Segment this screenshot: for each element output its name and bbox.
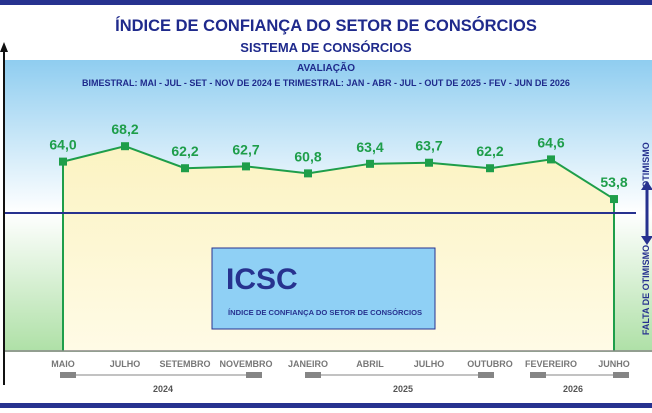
x-tick-label: NOVEMBRO [219, 359, 272, 369]
year-label: 2025 [393, 384, 413, 394]
data-point [181, 164, 189, 173]
series-line [62, 145, 615, 200]
data-point [486, 164, 494, 173]
optimism-label: OTIMISMO [641, 142, 651, 188]
data-label: 62,2 [171, 143, 198, 159]
period-note: BIMESTRAL: MAI - JUL - SET - NOV DE 2024… [82, 78, 570, 88]
year-band-cap-right [478, 372, 494, 378]
year-band-cap-right [246, 372, 262, 378]
year-band-cap-left [305, 372, 321, 378]
legend-box [211, 247, 436, 330]
x-tick-label: FEVEREIRO [525, 359, 577, 369]
x-tick-label: SETEMBRO [159, 359, 210, 369]
year-band-cap-left [60, 372, 76, 378]
data-label: 68,2 [111, 121, 138, 137]
chart-subtitle: SISTEMA DE CONSÓRCIOS [240, 40, 412, 55]
bottom-border [0, 403, 652, 408]
drop-lines [62, 161, 615, 351]
x-tick-label: MAIO [51, 359, 75, 369]
year-label: 2026 [563, 384, 583, 394]
x-tick-label: JUNHO [598, 359, 630, 369]
value-labels-group: 64,0 68,2 62,2 62,7 60,8 63,4 63,7 62,2 64,6 53,8 [49, 121, 627, 190]
arrow-down-icon [641, 236, 652, 245]
x-tick-label: OUTUBRO [467, 359, 513, 369]
evaluation-label: AVALIAÇÃO [297, 61, 355, 74]
x-tick-label: JANEIRO [288, 359, 328, 369]
data-label: 60,8 [294, 148, 321, 164]
data-label: 63,7 [415, 138, 442, 154]
data-label: 64,6 [537, 134, 564, 150]
lack-of-optimism-label: FALTA DE OTIMISMO [641, 245, 651, 335]
points-group [59, 142, 618, 204]
arrow-up-icon [641, 181, 652, 190]
x-tick-labels: MAIO JULHO SETEMBRO NOVEMBRO JANEIRO ABRIL JUL… [51, 359, 630, 369]
data-label: 53,8 [600, 174, 627, 190]
top-border [0, 0, 652, 5]
data-label: 62,2 [476, 143, 503, 159]
legend-abbr: ICSC [226, 263, 298, 296]
year-bands: 2024 2025 2026 [60, 372, 629, 394]
data-label: 63,4 [356, 139, 383, 155]
x-tick-label: JULHO [110, 359, 141, 369]
x-tick-label: ABRIL [356, 359, 384, 369]
data-point [425, 158, 433, 167]
x-tick-label: JULHO [414, 359, 445, 369]
data-point [59, 157, 67, 166]
series-group [62, 145, 615, 200]
data-point [304, 169, 312, 178]
year-band-cap-right [613, 372, 629, 378]
data-label: 62,7 [232, 141, 259, 157]
data-point [610, 195, 618, 204]
data-point [242, 162, 250, 171]
data-point [547, 155, 555, 164]
chart-title: ÍNDICE DE CONFIANÇA DO SETOR DE CONSÓRCI… [115, 16, 537, 35]
year-label: 2024 [153, 384, 173, 394]
data-point [121, 142, 129, 151]
data-label: 64,0 [49, 137, 76, 153]
year-band-cap-left [530, 372, 546, 378]
data-point [366, 159, 374, 168]
legend-full-name: ÍNDICE DE CONFIANÇA DO SETOR DE CONSÓRCI… [228, 308, 422, 317]
y-axis-arrowhead [0, 42, 8, 52]
